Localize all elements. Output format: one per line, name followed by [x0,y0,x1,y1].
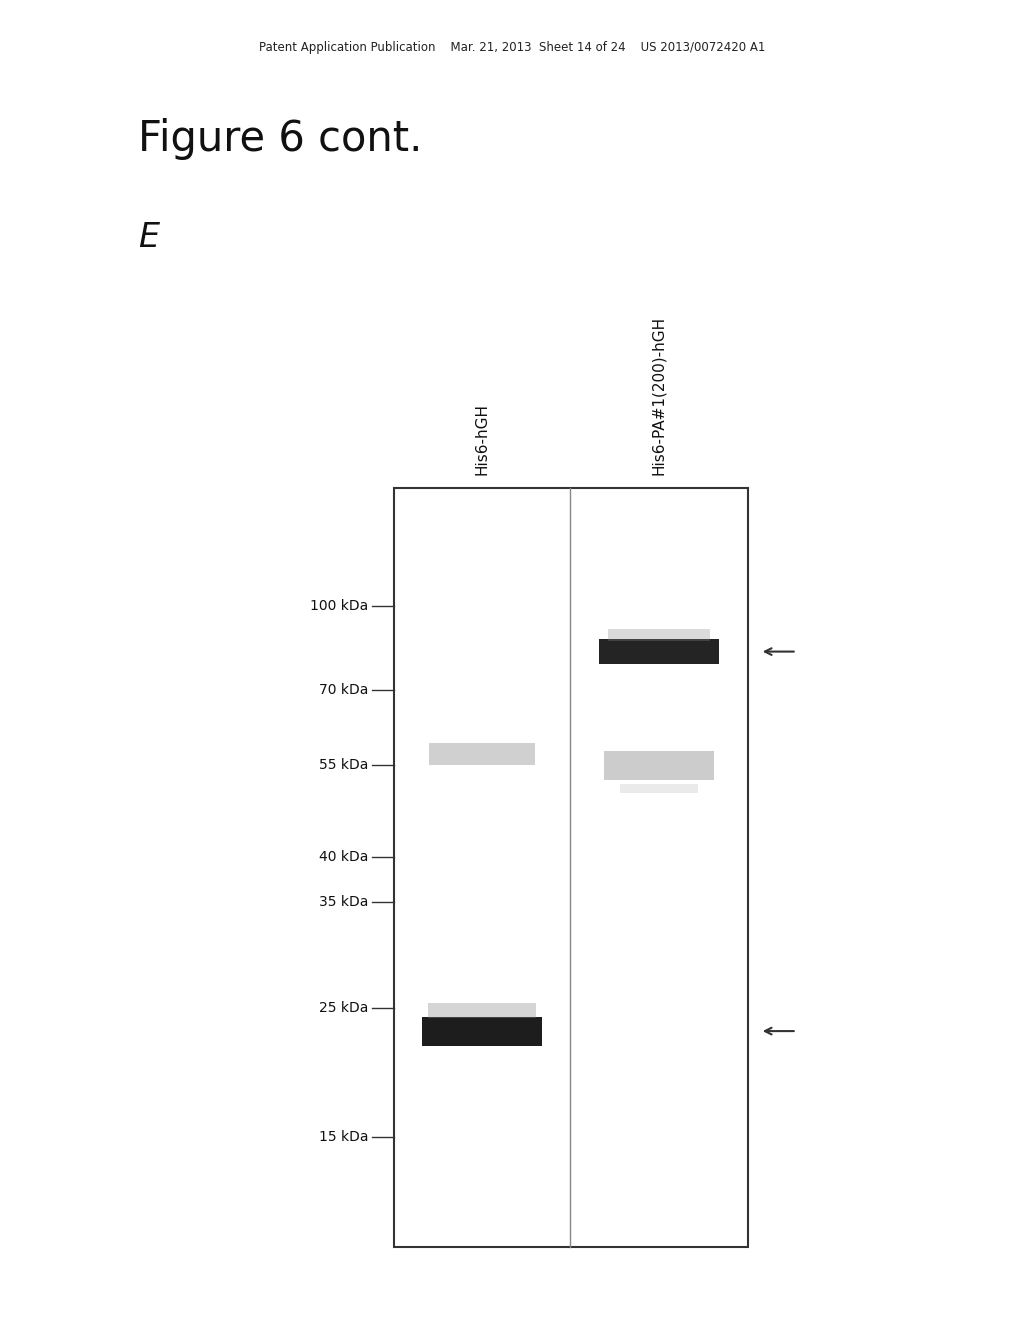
Text: 35 kDa: 35 kDa [319,895,369,909]
Bar [604,751,714,780]
Text: 70 kDa: 70 kDa [319,682,369,697]
Text: 15 kDa: 15 kDa [319,1130,369,1144]
Bar [608,630,710,640]
Bar [429,743,536,764]
Bar [599,639,719,664]
Text: 55 kDa: 55 kDa [319,759,369,772]
Text: Patent Application Publication    Mar. 21, 2013  Sheet 14 of 24    US 2013/00724: Patent Application Publication Mar. 21, … [259,41,765,54]
Bar [422,1016,543,1045]
Text: E: E [138,222,160,255]
Text: His6-hGH: His6-hGH [475,403,489,475]
Bar [620,784,698,793]
Text: 40 kDa: 40 kDa [319,850,369,863]
Bar [428,1003,537,1018]
Text: Figure 6 cont.: Figure 6 cont. [138,117,423,160]
Text: 100 kDa: 100 kDa [310,599,369,612]
Text: His6-PA#1(200)-hGH: His6-PA#1(200)-hGH [651,315,667,475]
Text: 25 kDa: 25 kDa [319,1002,369,1015]
Bar [394,488,748,1247]
